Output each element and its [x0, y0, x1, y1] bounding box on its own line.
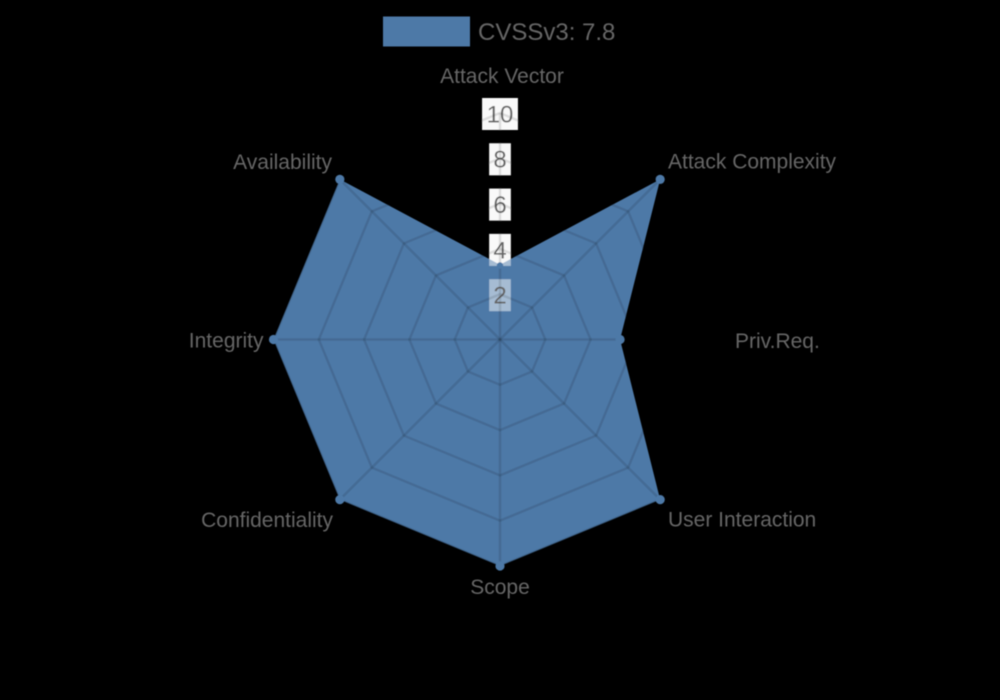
svg-text:CVSSv3: 7.8: CVSSv3: 7.8: [478, 19, 615, 46]
svg-text:Attack Complexity: Attack Complexity: [668, 150, 837, 173]
svg-text:Availability: Availability: [233, 151, 332, 174]
svg-text:Scope: Scope: [470, 576, 530, 599]
svg-text:Attack Vector: Attack Vector: [440, 65, 564, 88]
svg-text:Confidentiality: Confidentiality: [201, 509, 333, 532]
svg-text:User Interaction: User Interaction: [668, 509, 816, 532]
svg-text:Priv.Req.: Priv.Req.: [735, 330, 820, 353]
svg-text:Integrity: Integrity: [189, 330, 264, 353]
